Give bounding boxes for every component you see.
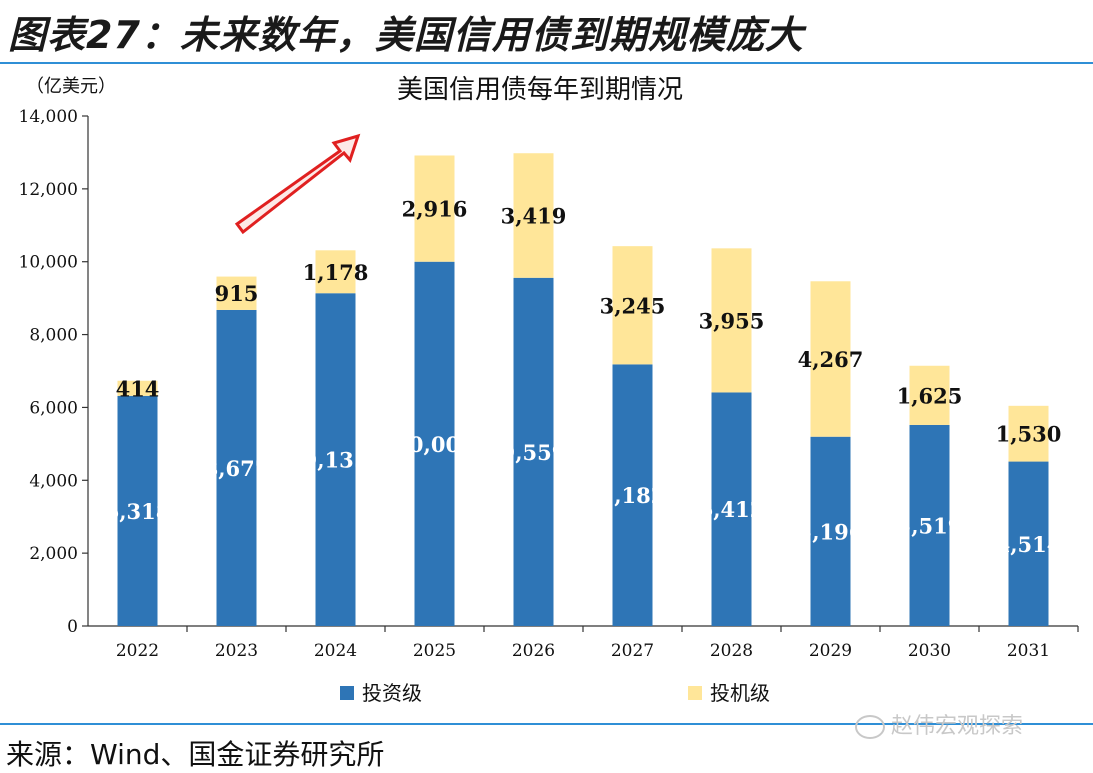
x-tick-label: 2026 — [512, 641, 555, 661]
bar-investment-grade-2022 — [117, 395, 158, 626]
watermark: 赵伟宏观探索 — [855, 708, 1023, 740]
bar-speculative-grade-2022 — [117, 380, 158, 396]
y-tick-label: 4,000 — [29, 471, 78, 491]
data-label: 414 — [116, 376, 160, 401]
y-tick-label: 0 — [67, 617, 78, 637]
legend-swatch — [688, 686, 702, 700]
bar-speculative-grade-2026 — [513, 153, 554, 278]
data-label: 9,559 — [501, 440, 567, 465]
data-label: 7,182 — [600, 483, 666, 508]
data-label: 8,677 — [204, 456, 270, 481]
x-tick-label: 2027 — [611, 641, 654, 661]
data-label: 3,955 — [699, 308, 765, 333]
legend-label: 投机级 — [710, 681, 770, 705]
data-label: 6,318 — [105, 499, 171, 524]
data-label: 5,196 — [798, 519, 864, 544]
data-label: 1,178 — [303, 260, 369, 285]
data-label: 4,514 — [996, 532, 1062, 557]
y-tick-label: 2,000 — [29, 544, 78, 564]
chart-area: 美国信用债每年到期情况 （亿美元） 0 2,000 4,000 6,000 8,000 1… — [0, 64, 1093, 722]
bar-speculative-grade-2028 — [711, 248, 752, 393]
y-axis-unit-label: （亿美元） — [26, 76, 116, 97]
x-tick-label: 2025 — [413, 641, 456, 661]
bar-investment-grade-2025 — [414, 261, 455, 626]
x-tick-label: 2024 — [314, 641, 357, 661]
data-label: 6,412 — [699, 497, 765, 522]
data-label: 5,519 — [897, 513, 963, 538]
bar-investment-grade-2030 — [909, 424, 950, 626]
data-label: 3,245 — [600, 293, 666, 318]
bar-speculative-grade-2031 — [1008, 405, 1049, 462]
watermark-text: 赵伟宏观探索 — [891, 714, 1024, 739]
bar-investment-grade-2031 — [1008, 461, 1049, 626]
data-label: 2,916 — [402, 197, 468, 222]
figure-title: 图表27：未来数年，美国信用债到期规模庞大 — [8, 13, 804, 57]
bar-speculative-grade-2025 — [414, 155, 455, 262]
data-label: 10,000 — [394, 432, 474, 457]
x-tick-label: 2029 — [809, 641, 852, 661]
bar-speculative-grade-2030 — [909, 365, 950, 425]
bar-investment-grade-2026 — [513, 277, 554, 626]
y-tick-label: 8,000 — [29, 326, 78, 346]
chart-title: 美国信用债每年到期情况 — [397, 75, 683, 105]
legend-swatch — [340, 686, 354, 700]
bar-investment-grade-2024 — [315, 293, 356, 626]
data-label: 915 — [215, 281, 259, 306]
x-tick-label: 2023 — [215, 641, 258, 661]
data-label: 3,419 — [501, 204, 567, 229]
x-tick-label: 2031 — [1007, 641, 1050, 661]
top-divider — [0, 62, 1093, 64]
data-label: 4,267 — [798, 347, 864, 372]
bottom-divider — [0, 723, 1093, 725]
y-tick-label: 6,000 — [29, 398, 78, 418]
legend-label: 投资级 — [362, 681, 422, 705]
bar-investment-grade-2028 — [711, 392, 752, 626]
data-label: 9,135 — [303, 448, 369, 473]
bar-speculative-grade-2023 — [216, 276, 257, 310]
bar-chart: 美国信用债每年到期情况 （亿美元） 0 2,000 4,000 6,000 8,000 1… — [19, 75, 1079, 705]
y-tick-label: 12,000 — [19, 180, 78, 200]
bar-speculative-grade-2027 — [612, 246, 653, 365]
wechat-icon — [855, 715, 885, 739]
bar-speculative-grade-2024 — [315, 250, 356, 294]
y-tick-label: 14,000 — [19, 107, 78, 127]
source-note: 来源：Wind、国金证券研究所 — [6, 738, 385, 771]
y-tick-label: 10,000 — [19, 253, 78, 273]
data-label: 1,625 — [897, 383, 963, 408]
bar-investment-grade-2029 — [810, 436, 851, 626]
x-tick-label: 2028 — [710, 641, 753, 661]
bar-speculative-grade-2029 — [810, 281, 851, 437]
bar-investment-grade-2023 — [216, 309, 257, 626]
upward-arrow-icon — [234, 133, 361, 235]
data-label: 1,530 — [996, 422, 1062, 447]
x-tick-label: 2030 — [908, 641, 951, 661]
bar-investment-grade-2027 — [612, 364, 653, 626]
x-tick-label: 2022 — [116, 641, 159, 661]
